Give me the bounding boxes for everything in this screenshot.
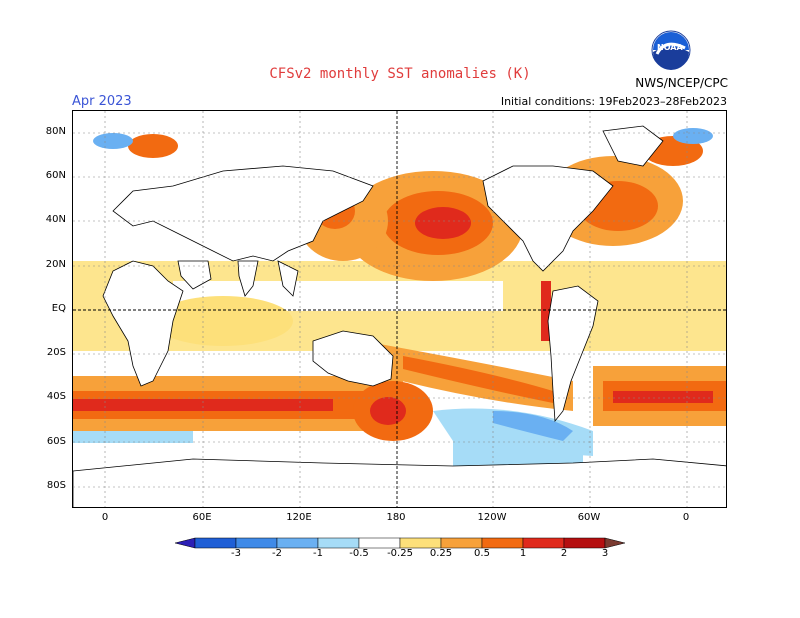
lon-label-180: 180 <box>386 512 406 523</box>
colorbar-swatch <box>399 537 442 549</box>
colorbar-tick-label: 3 <box>601 548 609 559</box>
lon-label-60e: 60E <box>192 512 212 523</box>
colorbar-swatches <box>174 537 626 549</box>
colorbar-tick-label: 2 <box>560 548 568 559</box>
colorbar-swatch <box>563 537 606 549</box>
lat-label-80n: 80N <box>45 126 66 137</box>
land-masses <box>73 125 726 507</box>
initial-conditions: Initial conditions: 19Feb2023–28Feb2023 <box>500 95 727 108</box>
colorbar <box>174 535 626 554</box>
lat-label-60n: 60N <box>45 170 66 181</box>
colorbar-tick-label: 0.5 <box>474 548 490 559</box>
colorbar-tick-label: -0.25 <box>387 548 413 559</box>
colorbar-tick-label: 1 <box>519 548 527 559</box>
colorbar-tick-label: -2 <box>272 548 282 559</box>
colorbar-swatch <box>481 537 524 549</box>
colorbar-tick-label: -0.5 <box>349 548 369 559</box>
colorbar-swatch <box>194 537 237 549</box>
lat-label-20n: 20N <box>45 259 66 270</box>
colorbar-tick-label: -3 <box>231 548 241 559</box>
graticule <box>73 111 726 507</box>
lat-label-80s: 80S <box>46 480 66 491</box>
colorbar-swatch <box>317 537 360 549</box>
colorbar-swatch <box>276 537 319 549</box>
lon-label-120e: 120E <box>286 512 312 523</box>
lat-label-20s: 20S <box>46 347 66 358</box>
colorbar-min-arrow <box>174 537 196 549</box>
noaa-logo: NOAA <box>651 30 691 70</box>
lon-label-0: 0 <box>101 512 109 523</box>
agency-label: NWS/NCEP/CPC <box>635 76 728 90</box>
lat-label-eq: EQ <box>51 303 66 314</box>
sst-anomaly-map <box>72 110 727 508</box>
equator-dateline <box>73 111 726 507</box>
colorbar-tick-label: 0.25 <box>429 548 453 559</box>
forecast-month: Apr 2023 <box>72 94 132 109</box>
colorbar-swatch <box>522 537 565 549</box>
map-title: CFSv2 monthly SST anomalies (K) <box>269 66 531 82</box>
lon-label-60w: 60W <box>577 512 601 523</box>
colorbar-swatch <box>235 537 278 549</box>
lat-label-40n: 40N <box>45 214 66 225</box>
colorbar-swatch <box>358 537 401 549</box>
lon-label-0-east: 0 <box>682 512 690 523</box>
lat-label-40s: 40S <box>46 391 66 402</box>
colorbar-tick-label: -1 <box>313 548 323 559</box>
colorbar-max-arrow <box>604 537 626 549</box>
colorbar-swatch <box>440 537 483 549</box>
map-canvas <box>73 111 726 507</box>
lon-label-120w: 120W <box>477 512 507 523</box>
lat-label-60s: 60S <box>46 436 66 447</box>
logo-text: NOAA <box>657 43 683 52</box>
